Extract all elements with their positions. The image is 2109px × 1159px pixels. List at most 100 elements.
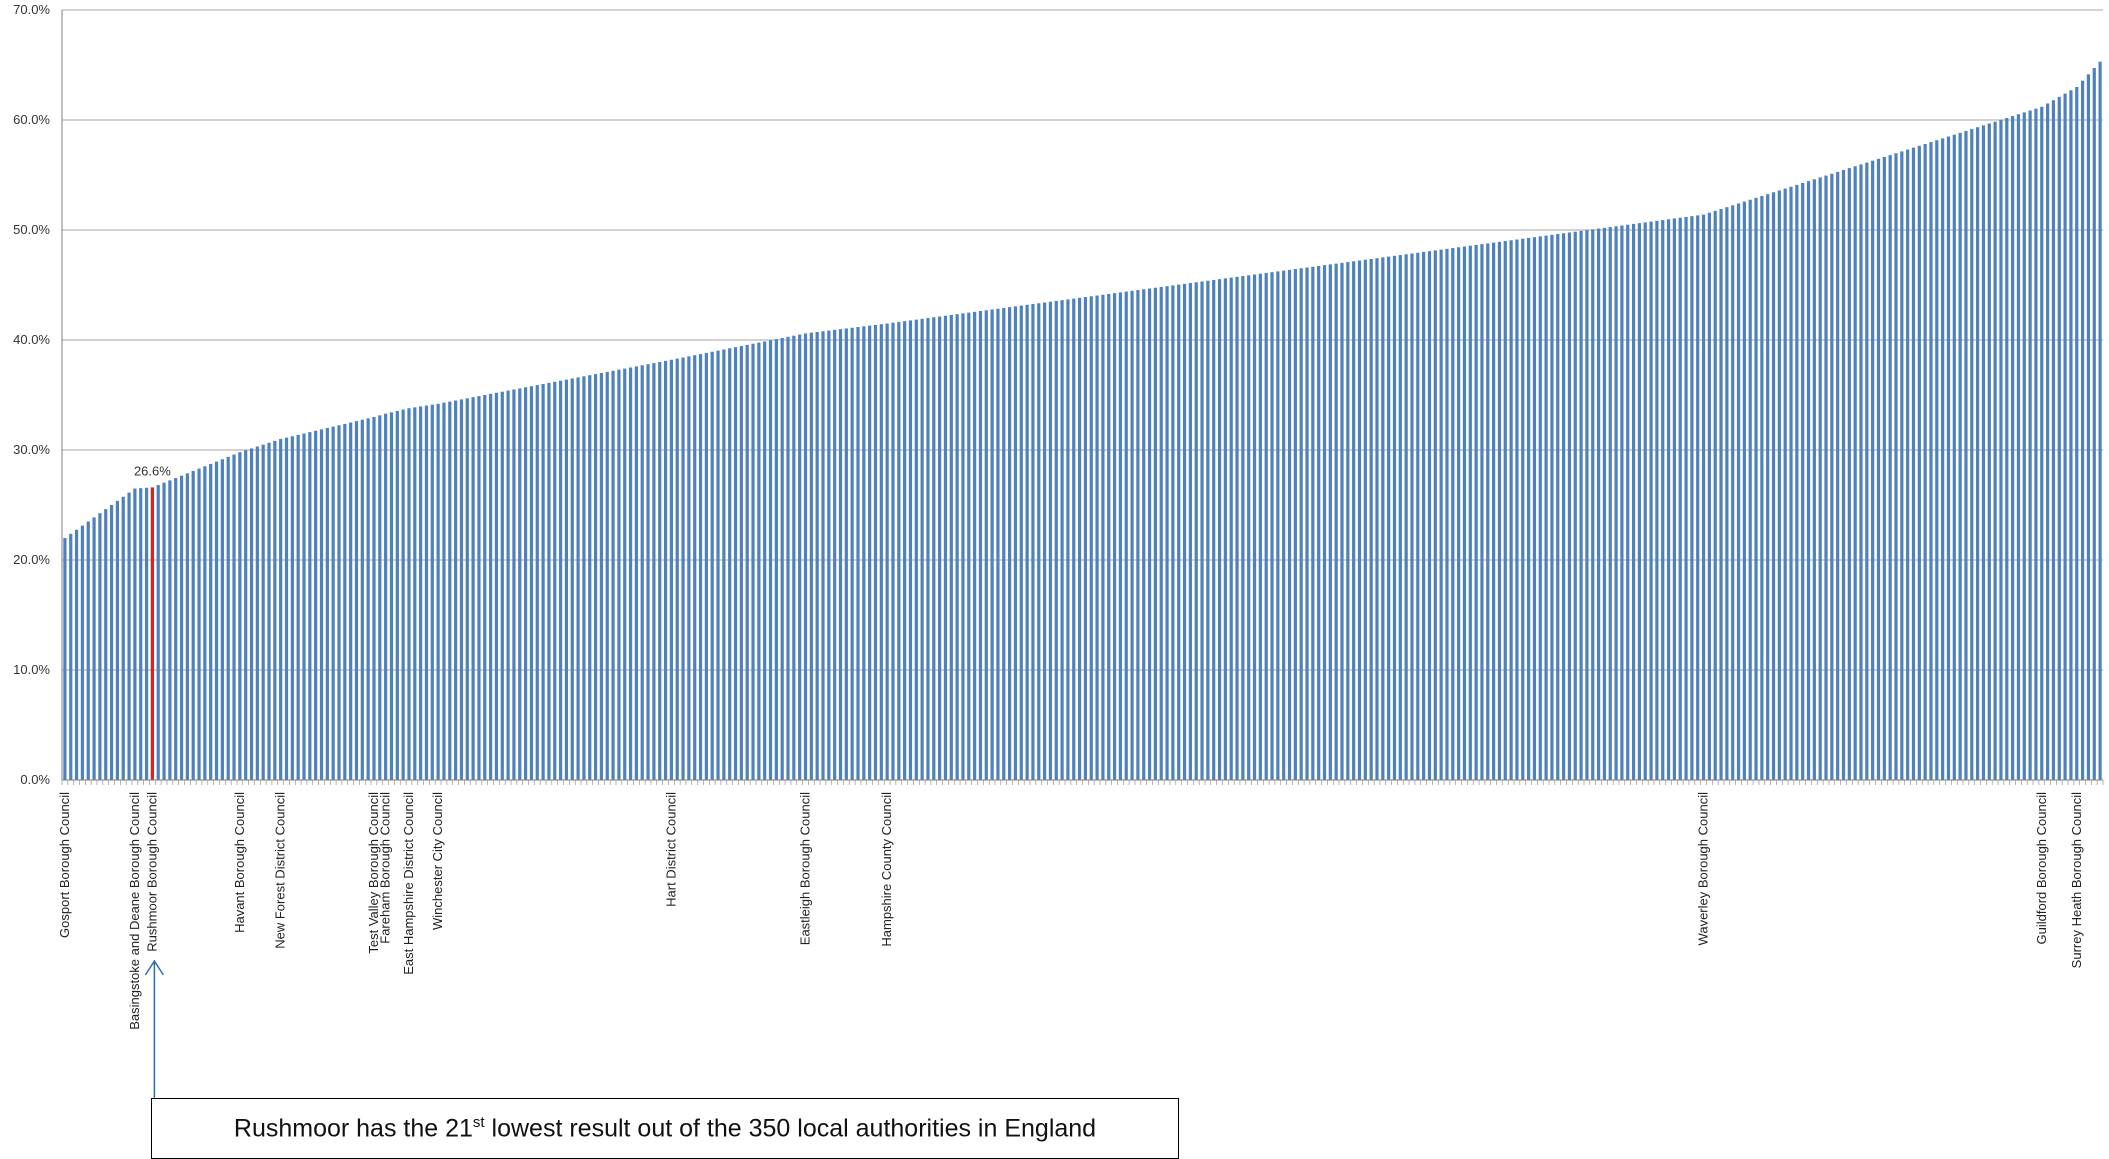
bar: [1019, 305, 1023, 780]
bar: [833, 329, 837, 780]
bar: [1906, 149, 1910, 781]
bar: [500, 391, 504, 780]
bar: [932, 317, 936, 780]
bar: [722, 349, 726, 780]
bar: [1072, 298, 1076, 780]
bar: [506, 390, 510, 780]
annotation-text: Rushmoor has the 21st lowest result out …: [234, 1114, 1096, 1143]
bar: [1200, 281, 1204, 780]
bar: [1223, 278, 1227, 780]
bar: [2069, 90, 2073, 781]
bar: [1462, 246, 1467, 781]
bar: [1888, 155, 1892, 780]
bar: [209, 463, 213, 780]
category-label: Basingstoke and Deane Borough Council: [127, 792, 142, 1030]
bar: [1958, 132, 1962, 780]
bar: [389, 412, 394, 780]
bar: [296, 434, 300, 781]
bar: [1095, 295, 1099, 780]
bar: [704, 352, 708, 780]
bar: [1970, 129, 1974, 781]
bar: [611, 370, 615, 780]
bar: [1521, 238, 1525, 780]
bar: [2005, 117, 2009, 780]
bar: [617, 369, 621, 780]
category-label: Havant Borough Council: [232, 792, 247, 933]
bar: [290, 436, 294, 780]
bar: [156, 485, 160, 780]
bar: [675, 358, 679, 780]
bar: [1701, 214, 1706, 781]
bar: [1089, 296, 1093, 780]
bar: [366, 418, 370, 781]
bar: [903, 321, 907, 780]
category-labels: Gosport Borough Council Basingstoke and D…: [57, 792, 2084, 1030]
bar: [2092, 68, 2096, 780]
bar: [868, 325, 872, 780]
bar: [1334, 263, 1338, 780]
bar: [955, 314, 959, 780]
bar: [687, 356, 691, 780]
category-label: Hampshire County Council: [879, 792, 894, 947]
bar: [1672, 218, 1676, 781]
bar: [850, 327, 854, 780]
bar: [885, 323, 889, 780]
arrow-head: [144, 959, 165, 976]
category-label: Waverley Borough Council: [1696, 792, 1711, 946]
bar: [1736, 203, 1741, 780]
bar: [1299, 268, 1303, 780]
bar: [436, 403, 440, 780]
bar: [1766, 194, 1770, 780]
bar: [174, 478, 178, 780]
category-label: Fareham Borough Council: [378, 792, 393, 944]
bar: [1130, 290, 1134, 780]
bar: [98, 513, 102, 780]
bar: [716, 350, 720, 780]
y-tick-label: 60.0%: [13, 112, 50, 127]
bar: [1410, 253, 1414, 781]
bar: [512, 389, 516, 780]
bar: [419, 406, 423, 780]
bar: [430, 404, 434, 780]
bar: [354, 421, 359, 781]
bar: [553, 381, 557, 780]
bar: [255, 446, 259, 780]
bar: [2034, 108, 2038, 780]
bar: [1387, 256, 1391, 781]
bar: [1433, 250, 1437, 780]
bar: [92, 517, 96, 781]
bar: [803, 333, 808, 780]
bar: [2086, 74, 2091, 781]
bar: [244, 450, 248, 780]
bar: [1328, 264, 1332, 780]
annotation-box: Rushmoor has the 21st lowest result out …: [151, 1098, 1179, 1159]
bar: [1573, 231, 1577, 780]
bar: [191, 470, 195, 780]
bar: [733, 347, 738, 780]
bar: [372, 417, 376, 780]
y-axis-tick-labels: 0.0% 10.0% 20.0% 30.0% 40.0% 50.0% 60.0% 70.0%: [13, 2, 50, 787]
bar: [1626, 224, 1630, 780]
category-label: New Forest District Council: [273, 792, 288, 949]
bar: [1031, 304, 1035, 780]
bar: [1917, 145, 1921, 780]
bar: [768, 340, 773, 780]
bar: [973, 311, 977, 780]
bar: [1760, 196, 1764, 780]
bar: [1894, 153, 1898, 780]
bar: [1369, 258, 1373, 780]
bar: [413, 407, 417, 780]
bar: [273, 440, 277, 780]
bar: [1631, 223, 1636, 780]
bar: [1492, 242, 1496, 781]
bar: [86, 521, 90, 780]
bar: [1515, 239, 1519, 781]
bar: [185, 473, 189, 780]
bar: [663, 360, 668, 780]
bar: [984, 310, 988, 780]
bar: [74, 529, 79, 780]
bar: [1404, 254, 1408, 780]
bar: [489, 393, 493, 780]
bar: [1795, 184, 1799, 781]
bar: [232, 454, 236, 780]
